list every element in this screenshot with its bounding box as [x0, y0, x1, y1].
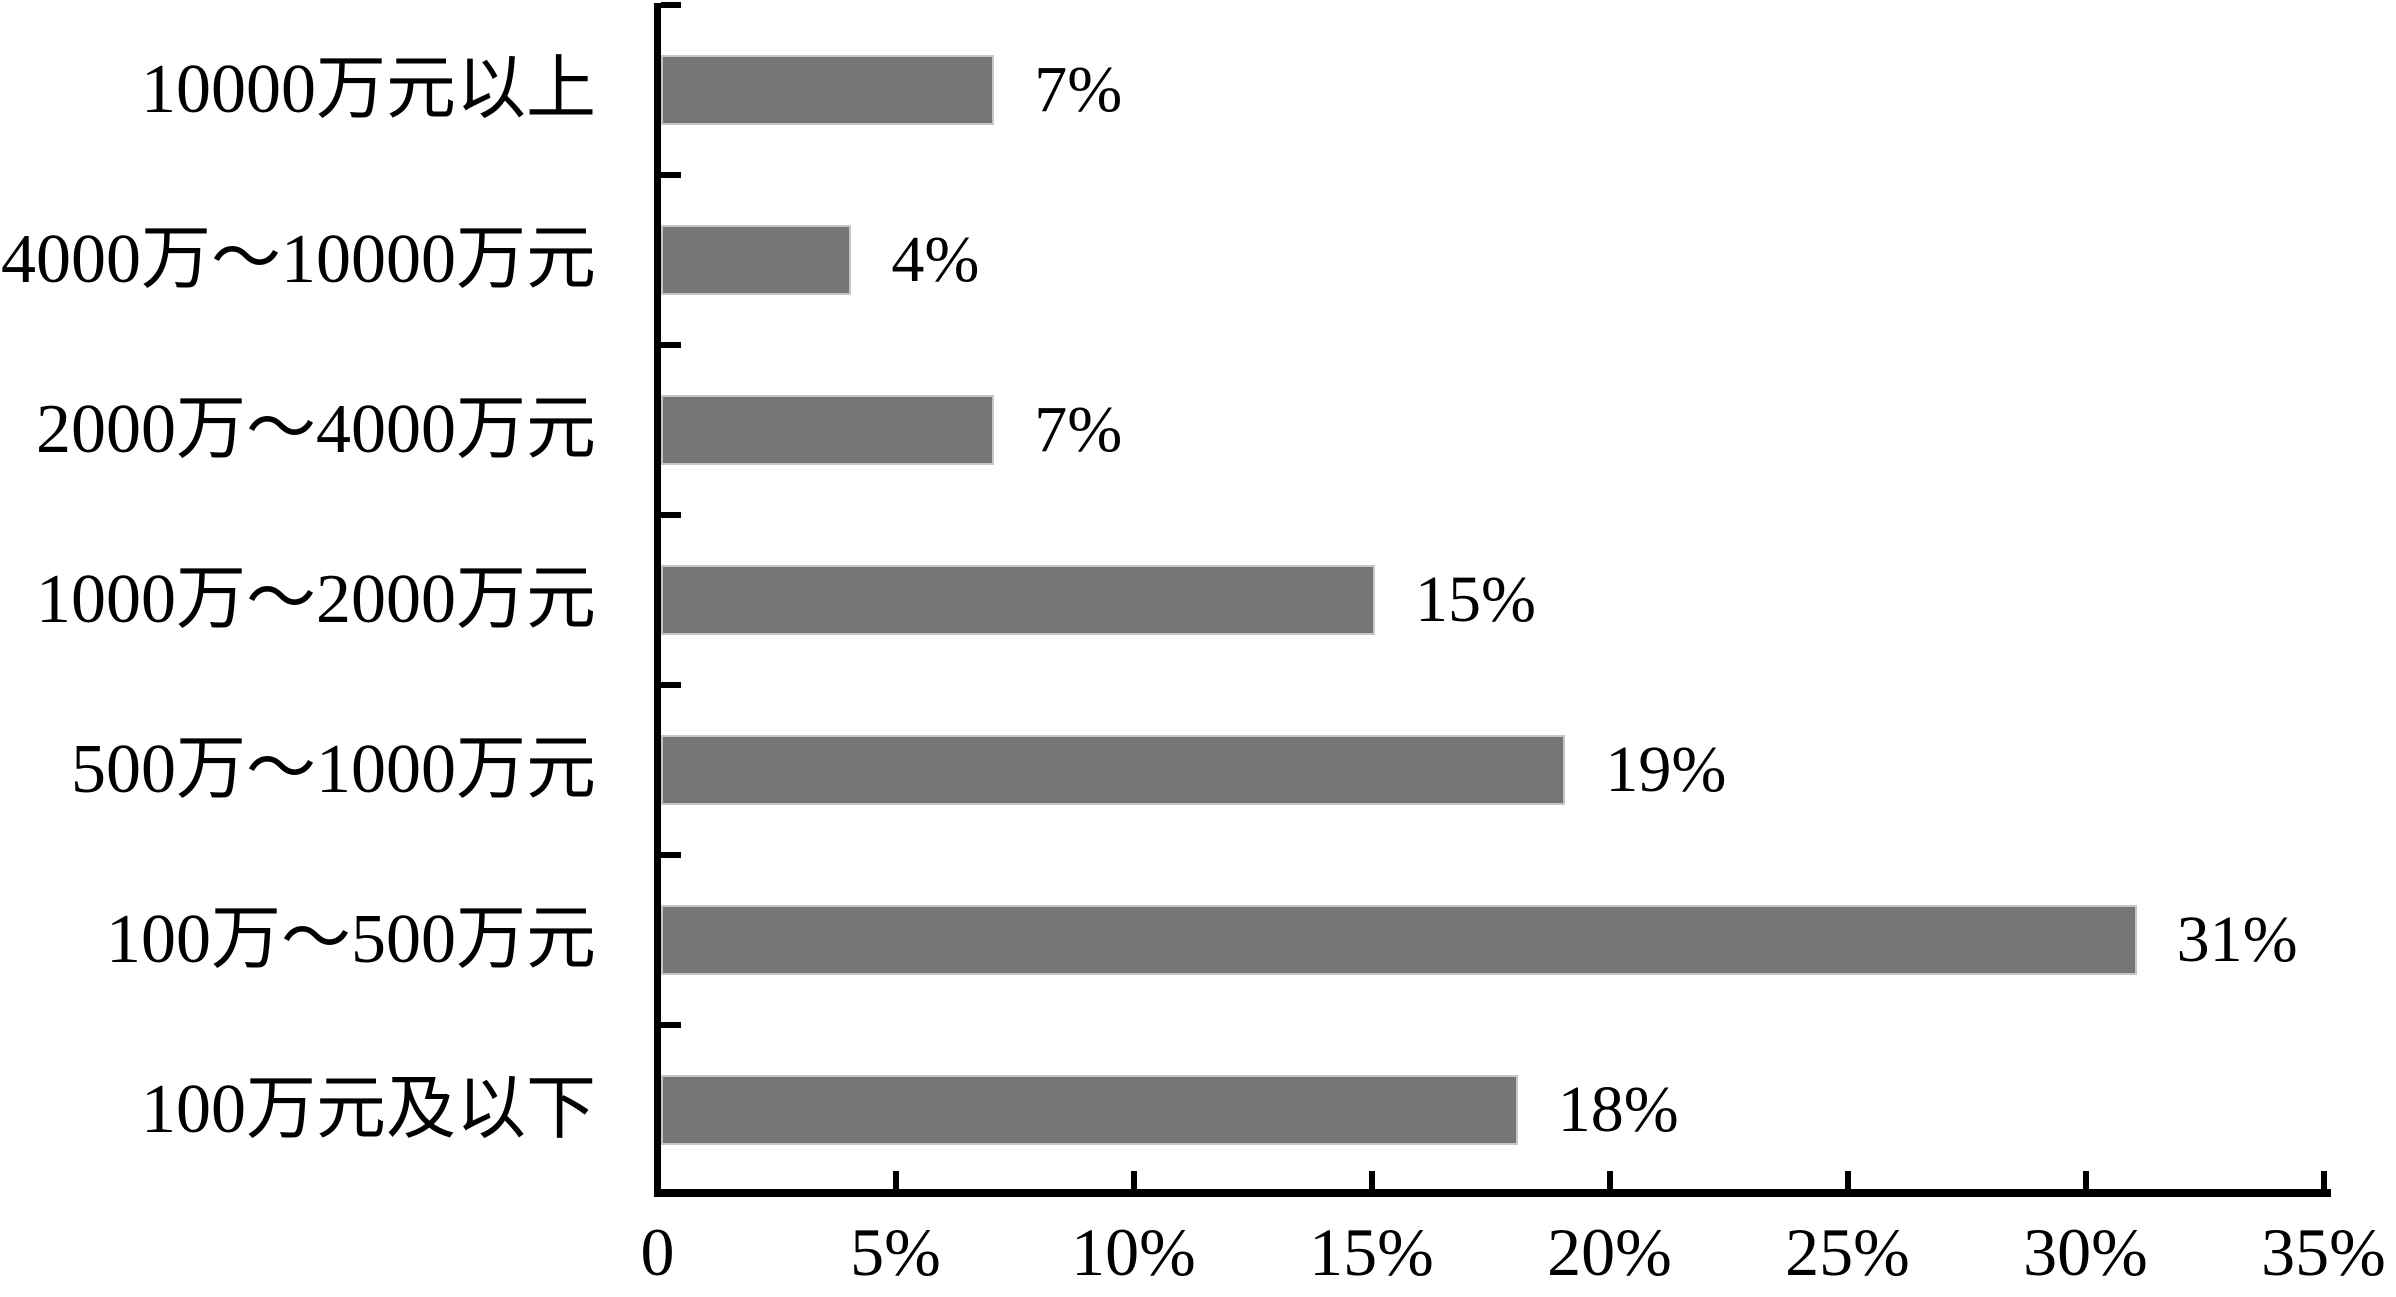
category-label: 2000万～4000万元: [36, 391, 596, 468]
value-label: 18%: [1557, 1073, 1679, 1146]
y-axis-tick-mark: [661, 342, 681, 348]
y-axis-tick-mark: [661, 1022, 681, 1028]
x-axis-tick-mark: [1606, 1171, 1613, 1189]
y-axis-tick-mark: [661, 852, 681, 858]
x-axis-tick-label: 20%: [1547, 1214, 1672, 1290]
value-label: 19%: [1605, 733, 1727, 806]
bar: [661, 905, 2137, 975]
x-axis-tick-label: 0: [640, 1214, 675, 1290]
x-axis-tick-mark: [2320, 1171, 2327, 1189]
value-label: 15%: [1415, 563, 1536, 636]
x-axis-tick-mark: [2082, 1171, 2089, 1189]
category-label: 100万元及以下: [141, 1071, 596, 1148]
value-label: 7%: [1034, 393, 1123, 466]
x-axis-tick-label: 5%: [850, 1214, 941, 1290]
bar: [661, 225, 852, 295]
category-label: 4000万～10000万元: [1, 221, 596, 298]
y-axis-tick-mark: [661, 2, 681, 8]
chart-row: 500万～1000万元 19%: [0, 685, 2396, 855]
value-label: 7%: [1034, 53, 1123, 126]
x-axis-tick-label: 30%: [2023, 1214, 2148, 1290]
x-axis-tick-label: 10%: [1071, 1214, 1196, 1290]
value-label: 31%: [2176, 903, 2298, 976]
chart-row: 2000万～4000万元 7%: [0, 345, 2396, 515]
x-axis-tick-mark: [1130, 1171, 1137, 1189]
category-label: 1000万～2000万元: [36, 561, 596, 638]
bar: [661, 55, 995, 125]
value-label: 4%: [891, 223, 980, 296]
x-axis-tick-label: 25%: [1785, 1214, 1910, 1290]
x-axis-tick-mark: [892, 1171, 899, 1189]
y-axis-tick-mark: [661, 172, 681, 178]
bar: [661, 1075, 1518, 1145]
chart-row: 1000万～2000万元 15%: [0, 515, 2396, 685]
category-label: 500万～1000万元: [71, 731, 596, 808]
bar: [661, 565, 1375, 635]
y-axis-tick-mark: [661, 682, 681, 688]
x-axis-tick-label: 35%: [2261, 1214, 2386, 1290]
y-axis-tick-mark: [661, 512, 681, 518]
chart-row: 4000万～10000万元 4%: [0, 175, 2396, 345]
x-axis-tick-mark: [1368, 1171, 1375, 1189]
chart-row: 100万元及以下 18%: [0, 1025, 2396, 1195]
category-label: 100万～500万元: [106, 901, 596, 978]
y-axis-line: [654, 3, 661, 1196]
chart-row: 100万～500万元 31%: [0, 855, 2396, 1025]
chart-row: 10000万元以上 7%: [0, 5, 2396, 175]
x-axis-line: [654, 1189, 2331, 1197]
category-label: 10000万元以上: [141, 51, 596, 128]
bar: [661, 735, 1566, 805]
x-axis-tick-label: 15%: [1309, 1214, 1434, 1290]
x-axis-tick-mark: [1844, 1171, 1851, 1189]
bar: [661, 395, 995, 465]
